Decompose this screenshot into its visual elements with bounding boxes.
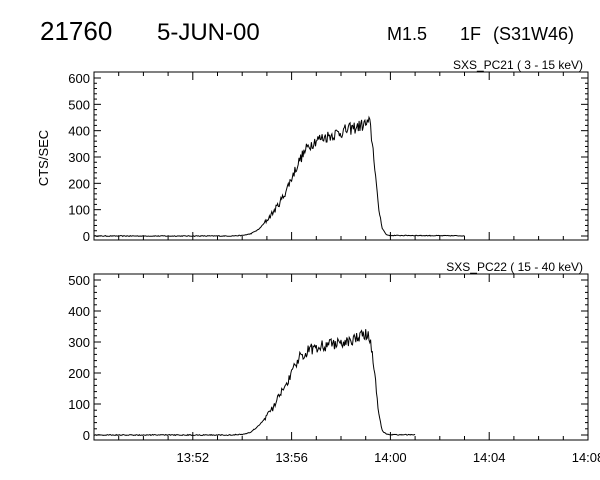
y-tick-label: 100 (68, 397, 90, 412)
series-line-pc21 (93, 115, 465, 238)
y-tick-label: 100 (68, 203, 90, 218)
y-tick-label: 600 (68, 71, 90, 86)
x-tick-label: 14:08 (572, 450, 600, 465)
y-tick-label: 300 (68, 150, 90, 165)
y-tick-label: 300 (68, 335, 90, 350)
goes-class: M1.5 (387, 24, 427, 44)
panel-pc21: SXS_PC21 ( 3 - 15 keV) CTS/SEC 0 100 200 30… (36, 58, 589, 244)
event-date: 5-JUN-00 (157, 19, 260, 46)
y-tick-label: 500 (68, 273, 90, 288)
y-tick-label: 200 (68, 366, 90, 381)
y-tick-label: 0 (83, 428, 90, 443)
flare-location: (S31W46) (493, 24, 574, 44)
plot-frame-pc21 (93, 71, 589, 241)
y-axis-label: CTS/SEC (36, 130, 51, 186)
y-tick-label: 0 (83, 229, 90, 244)
panel-title-pc21: SXS_PC21 ( 3 - 15 keV) (453, 58, 583, 72)
x-tick-label: 13:52 (177, 450, 210, 465)
panel-pc22: SXS_PC22 ( 15 - 40 keV) 0 100 200 300 400 500… (68, 260, 600, 465)
x-tick-label: 14:00 (374, 450, 407, 465)
plot-frame-pc22 (93, 273, 589, 441)
event-number: 21760 (40, 16, 112, 46)
x-tick-label: 13:56 (275, 450, 308, 465)
y-tick-label: 200 (68, 176, 90, 191)
y-tick-label: 400 (68, 124, 90, 139)
y-tick-label: 500 (68, 97, 90, 112)
series-line-pc22 (93, 329, 416, 437)
x-tick-label: 14:04 (473, 450, 506, 465)
y-tick-label: 400 (68, 304, 90, 319)
panel-title-pc22: SXS_PC22 ( 15 - 40 keV) (446, 260, 583, 274)
optical-class: 1F (460, 24, 481, 44)
